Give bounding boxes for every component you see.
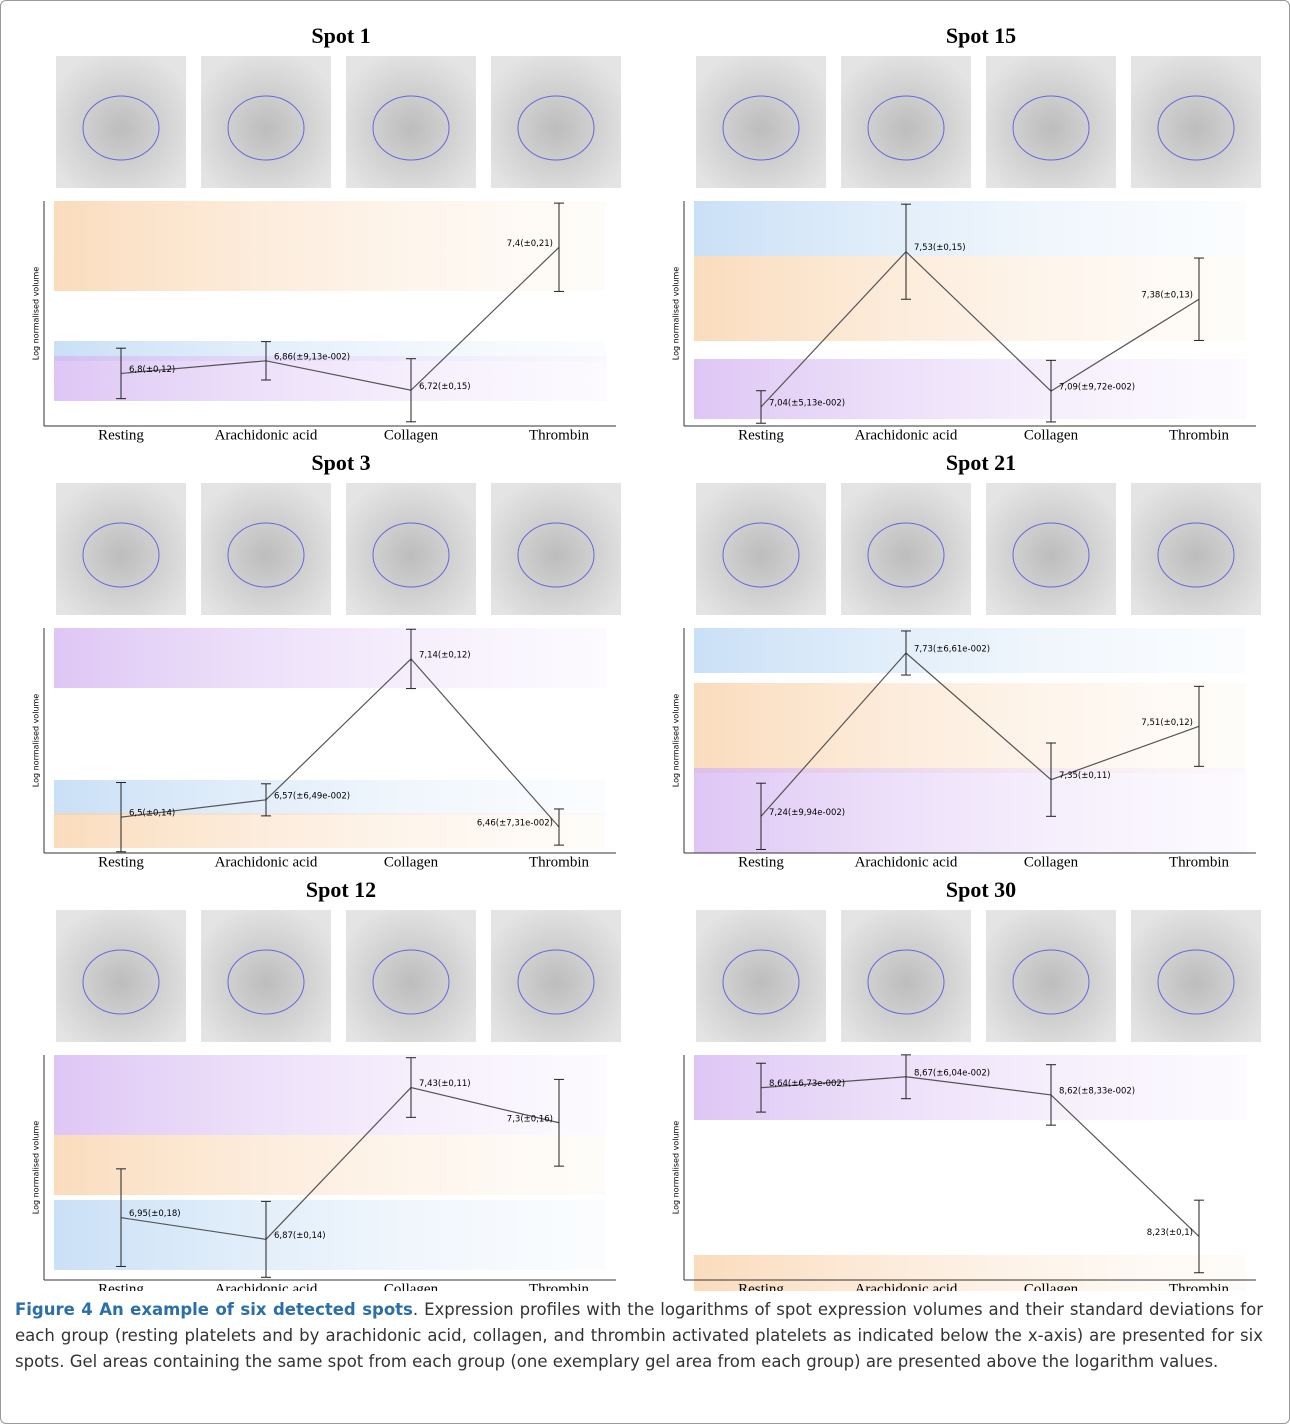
value-label: 7,3(±0,16) bbox=[507, 1114, 553, 1124]
x-tick-label: Resting bbox=[98, 1281, 144, 1291]
x-tick-label: Collagen bbox=[384, 1281, 439, 1291]
gel-image bbox=[841, 483, 971, 615]
gel-image bbox=[491, 483, 621, 615]
x-tick-label: Arachidonic acid bbox=[215, 427, 318, 443]
y-axis-label: Log normalised volume bbox=[32, 1121, 41, 1215]
x-tick-label: Collagen bbox=[1024, 1281, 1079, 1291]
y-axis-label: Log normalised volume bbox=[672, 1121, 681, 1215]
gel-image bbox=[986, 483, 1116, 615]
x-tick-label: Arachidonic acid bbox=[215, 854, 318, 870]
x-tick-label: Thrombin bbox=[1169, 1281, 1229, 1291]
y-axis-label: Log normalised volume bbox=[32, 267, 41, 361]
gel-image bbox=[491, 910, 621, 1042]
gel-image bbox=[201, 483, 331, 615]
x-tick-label: Collagen bbox=[384, 854, 439, 870]
band bbox=[54, 1135, 606, 1195]
gel-image bbox=[696, 56, 826, 188]
value-label: 7,43(±0,11) bbox=[419, 1079, 471, 1089]
x-tick-label: Resting bbox=[98, 427, 144, 443]
value-label: 6,46(±7,31e-002) bbox=[477, 819, 553, 829]
gel-image bbox=[696, 483, 826, 615]
panel-title: Spot 12 bbox=[306, 877, 376, 902]
gel-image bbox=[841, 910, 971, 1042]
x-tick-label: Thrombin bbox=[529, 1281, 589, 1291]
value-label: 7,35(±0,11) bbox=[1059, 771, 1111, 781]
x-tick-label: Resting bbox=[738, 427, 784, 443]
figure: Spot 1 Log normalised volume Resting Arachi… bbox=[1, 1, 1289, 1291]
gel-image bbox=[56, 56, 186, 188]
caption-title: Figure 4 An example of six detected spot… bbox=[15, 1300, 413, 1319]
gel-image bbox=[56, 910, 186, 1042]
x-tick-label: Arachidonic acid bbox=[855, 854, 958, 870]
x-tick-label: Thrombin bbox=[529, 854, 589, 870]
x-tick-label: Thrombin bbox=[529, 427, 589, 443]
caption: Figure 4 An example of six detected spot… bbox=[15, 1297, 1263, 1375]
gel-image bbox=[56, 483, 186, 615]
panel-title: Spot 30 bbox=[946, 877, 1016, 902]
gel-image bbox=[841, 56, 971, 188]
gel-image bbox=[1131, 483, 1261, 615]
value-label: 7,53(±0,15) bbox=[914, 243, 966, 253]
value-label: 6,72(±0,15) bbox=[419, 382, 471, 392]
value-label: 7,51(±0,12) bbox=[1141, 718, 1193, 728]
value-label: 6,5(±0,14) bbox=[129, 809, 175, 819]
panel-title: Spot 21 bbox=[946, 450, 1016, 475]
panel-title: Spot 15 bbox=[946, 23, 1016, 48]
value-label: 6,57(±6,49e-002) bbox=[274, 791, 350, 801]
figure-page: Spot 1 Log normalised volume Resting Arachi… bbox=[0, 0, 1290, 1424]
x-tick-label: Collagen bbox=[1024, 427, 1079, 443]
x-tick-label: Arachidonic acid bbox=[215, 1281, 318, 1291]
gel-image bbox=[986, 56, 1116, 188]
y-axis-label: Log normalised volume bbox=[672, 267, 681, 361]
gel-image bbox=[696, 910, 826, 1042]
panel-title: Spot 3 bbox=[311, 450, 370, 475]
value-label: 8,64(±6,73e-002) bbox=[769, 1079, 845, 1089]
gel-image bbox=[346, 56, 476, 188]
x-tick-label: Resting bbox=[98, 854, 144, 870]
y-axis-label: Log normalised volume bbox=[32, 694, 41, 788]
x-tick-label: Resting bbox=[738, 1281, 784, 1291]
value-label: 8,62(±8,33e-002) bbox=[1059, 1086, 1135, 1096]
value-label: 8,23(±0,1) bbox=[1147, 1228, 1193, 1238]
x-tick-label: Arachidonic acid bbox=[855, 427, 958, 443]
y-axis-label: Log normalised volume bbox=[672, 694, 681, 788]
gel-image bbox=[1131, 56, 1261, 188]
x-tick-label: Thrombin bbox=[1169, 854, 1229, 870]
band bbox=[54, 628, 606, 688]
value-label: 7,24(±9,94e-002) bbox=[769, 808, 845, 818]
gel-image bbox=[986, 910, 1116, 1042]
x-tick-label: Thrombin bbox=[1169, 427, 1229, 443]
value-label: 7,14(±0,12) bbox=[419, 650, 471, 660]
gel-image bbox=[346, 910, 476, 1042]
x-tick-label: Collagen bbox=[1024, 854, 1079, 870]
x-tick-label: Resting bbox=[738, 854, 784, 870]
value-label: 6,86(±9,13e-002) bbox=[274, 352, 350, 362]
band bbox=[54, 356, 606, 401]
value-label: 7,38(±0,13) bbox=[1141, 291, 1193, 301]
value-label: 7,4(±0,21) bbox=[507, 239, 553, 249]
gel-image bbox=[491, 56, 621, 188]
panel-title: Spot 1 bbox=[311, 23, 370, 48]
band bbox=[694, 359, 1246, 419]
value-label: 7,09(±9,72e-002) bbox=[1059, 383, 1135, 393]
x-tick-label: Arachidonic acid bbox=[855, 1281, 958, 1291]
value-label: 6,8(±0,12) bbox=[129, 365, 175, 375]
band bbox=[694, 683, 1246, 773]
gel-image bbox=[1131, 910, 1261, 1042]
value-label: 6,95(±0,18) bbox=[129, 1209, 181, 1219]
value-label: 8,67(±6,04e-002) bbox=[914, 1068, 990, 1078]
value-label: 7,04(±5,13e-002) bbox=[769, 398, 845, 408]
gel-image bbox=[346, 483, 476, 615]
band bbox=[694, 201, 1246, 256]
x-tick-label: Collagen bbox=[384, 427, 439, 443]
gel-image bbox=[201, 910, 331, 1042]
gel-image bbox=[201, 56, 331, 188]
value-label: 6,87(±0,14) bbox=[274, 1231, 326, 1241]
value-label: 7,73(±6,61e-002) bbox=[914, 645, 990, 655]
